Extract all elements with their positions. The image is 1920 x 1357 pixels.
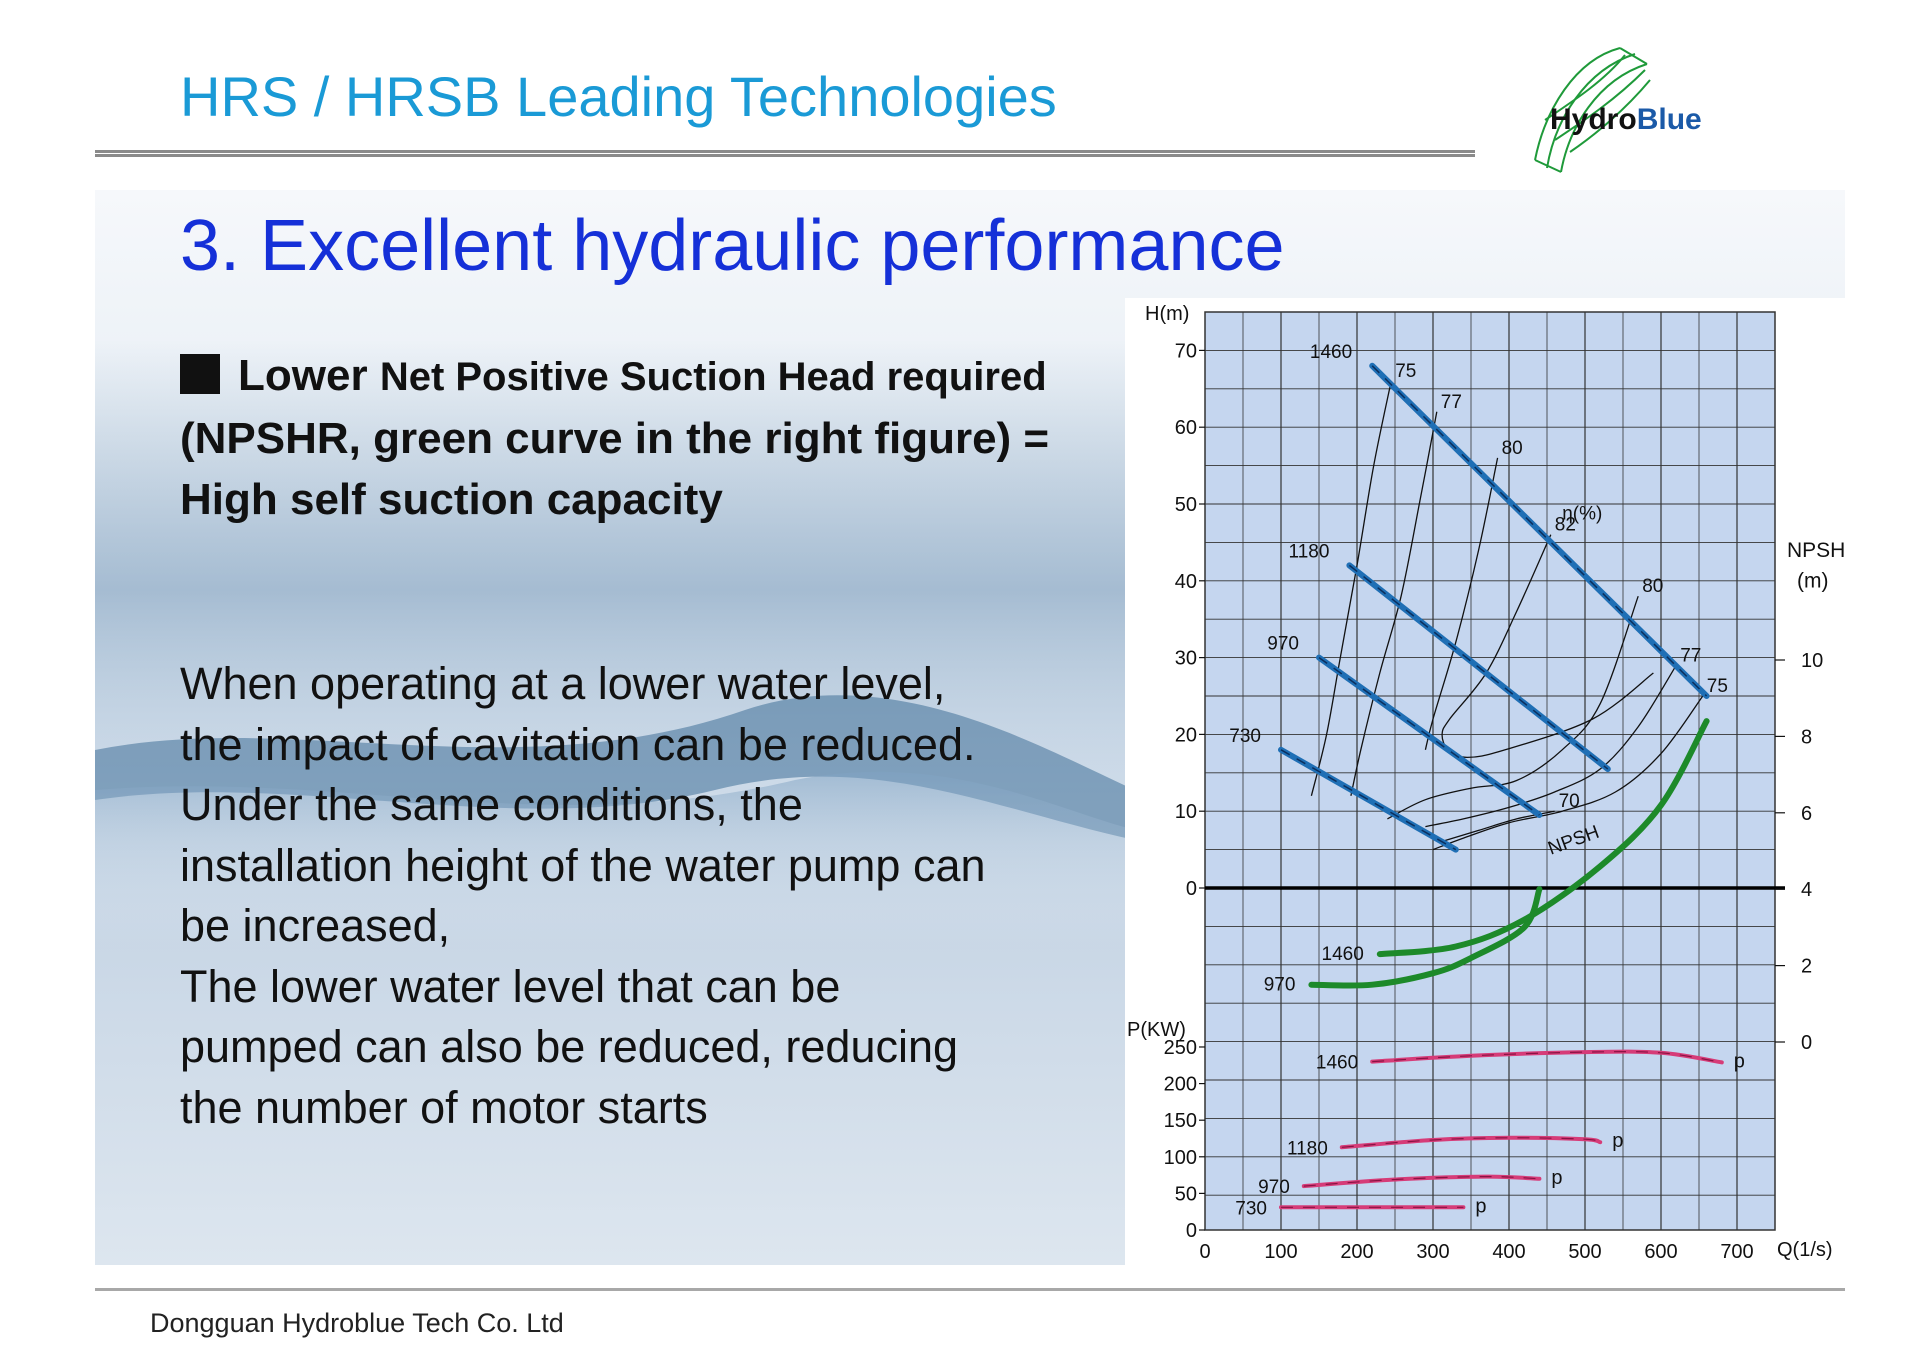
power-curve-label: 1180 — [1287, 1138, 1328, 1159]
footer-rule — [95, 1288, 1845, 1291]
power-curve-dash-970 — [1303, 1175, 1540, 1187]
power-curve-dash-1180 — [1341, 1137, 1601, 1148]
power-curve-label: 970 — [1258, 1177, 1290, 1198]
efficiency-contour-label: 77 — [1680, 645, 1701, 666]
power-tick-label: 0 — [1186, 1220, 1197, 1242]
head-curve-dash-730 — [1280, 749, 1457, 851]
npsh-curve-1460 — [1376, 718, 1710, 958]
efficiency-contour-label: 80 — [1502, 438, 1523, 459]
paragraph-line: installation height of the water pump ca… — [180, 839, 986, 891]
efficiency-contour-80 — [1424, 457, 1499, 750]
x-tick-label: 700 — [1720, 1241, 1753, 1263]
npsh-tick-label: 4 — [1801, 879, 1812, 901]
npsh-axis-label: NPSH — [1787, 539, 1845, 562]
head-curve-label: 1180 — [1289, 541, 1330, 562]
npsh-curve-label: 1460 — [1322, 944, 1364, 965]
paragraph-line: the impact of cavitation can be reduced. — [180, 718, 976, 770]
description-paragraph: When operating at a lower water level, t… — [180, 654, 1100, 1138]
power-curve-p-label: p — [1475, 1195, 1486, 1217]
head-tick-label: 50 — [1175, 494, 1197, 516]
water-wave-decoration — [95, 340, 1135, 950]
power-tick-label: 150 — [1164, 1110, 1197, 1132]
efficiency-contour-75 — [1432, 695, 1704, 851]
power-tick-label: 100 — [1164, 1147, 1197, 1169]
paragraph-line: pumped can also be reduced, reducing — [180, 1021, 959, 1072]
head-tick-label: 70 — [1175, 340, 1197, 362]
x-tick-label: 100 — [1264, 1241, 1297, 1263]
paragraph-line: be increased, — [180, 900, 451, 951]
power-axis-label: P(KW) — [1127, 1019, 1186, 1041]
footer-company: Dongguan Hydroblue Tech Co. Ltd — [150, 1308, 564, 1338]
npsh-tick-label: 6 — [1801, 803, 1812, 825]
x-tick-label: 0 — [1199, 1241, 1210, 1263]
efficiency-contour-80 — [1387, 595, 1639, 820]
power-tick-label: 250 — [1164, 1037, 1197, 1059]
logo-text: HydroBlue — [1550, 103, 1702, 136]
npsh-curve-label: 970 — [1264, 975, 1296, 996]
npsh-tick-label: 8 — [1801, 726, 1812, 748]
head-tick-label: 60 — [1175, 417, 1197, 439]
pump-performance-chart: 0 10 20 30 40 50 60 70 H(m) 0 50 100 150 200 250 P(KW) 0… — [1125, 298, 1845, 1265]
section-title: 3. Excellent hydraulic performance — [180, 206, 1285, 286]
x-axis-label: Q(1/s) — [1777, 1239, 1833, 1261]
efficiency-contour-label: 70 — [1559, 791, 1580, 812]
head-axis-label: H(m) — [1145, 303, 1189, 325]
power-curve-p-label: p — [1551, 1167, 1562, 1189]
head-tick-label: 10 — [1175, 801, 1197, 823]
power-curve-label: 730 — [1235, 1198, 1267, 1219]
efficiency-contour-label: 77 — [1441, 392, 1462, 413]
square-bullet-icon — [180, 354, 220, 394]
header-title: HRS / HRSB Leading Technologies — [180, 65, 1057, 128]
head-curve-label: 1460 — [1310, 342, 1352, 363]
efficiency-contour-label: 75 — [1395, 361, 1416, 382]
efficiency-contour-label: 82 — [1555, 515, 1576, 536]
head-curve-dash-1460 — [1371, 365, 1708, 697]
npsh-tick-label: 0 — [1801, 1032, 1812, 1054]
hydroblue-logo-icon — [1534, 47, 1651, 173]
chart-plot-area — [1204, 311, 1776, 1231]
power-curve-dash-1460 — [1372, 1051, 1722, 1063]
head-tick-label: 30 — [1175, 648, 1197, 670]
head-curve-dash-970 — [1318, 656, 1540, 816]
npsh-axis-unit: (m) — [1797, 569, 1828, 592]
power-curve-p-label: p — [1612, 1130, 1623, 1152]
efficiency-contour-label: 80 — [1642, 576, 1663, 597]
x-tick-label: 300 — [1416, 1241, 1449, 1263]
head-curve-dash-1180 — [1348, 564, 1609, 770]
head-tick-label: 40 — [1175, 571, 1197, 593]
x-tick-label: 400 — [1492, 1241, 1525, 1263]
chart-svg: 010203040506070H(m)050100150200250P(KW)0… — [1127, 303, 1845, 1263]
efficiency-contour-label: 75 — [1707, 676, 1728, 697]
x-tick-label: 200 — [1340, 1241, 1373, 1263]
power-tick-label: 50 — [1175, 1183, 1197, 1205]
head-curve-label: 730 — [1229, 726, 1261, 747]
x-tick-label: 600 — [1644, 1241, 1677, 1263]
paragraph-line: When operating at a lower water level, — [180, 658, 946, 709]
power-tick-label: 200 — [1164, 1074, 1197, 1096]
power-curve-p-label: p — [1734, 1050, 1745, 1072]
npsh-tick-label: 10 — [1801, 650, 1823, 672]
efficiency-contour-77 — [1350, 411, 1438, 796]
x-tick-label: 500 — [1568, 1241, 1601, 1263]
head-tick-label: 0 — [1186, 878, 1197, 900]
paragraph-line: Under the same conditions, the — [180, 779, 803, 830]
efficiency-contour-82 — [1441, 534, 1654, 759]
paragraph-line: the number of motor starts — [180, 1081, 708, 1133]
efficiency-axis-label: η(%) — [1562, 503, 1602, 524]
npsh-tick-label: 2 — [1801, 956, 1812, 978]
head-curve-label: 970 — [1267, 634, 1299, 655]
paragraph-line: The lower water level that can be — [180, 960, 841, 1012]
power-curve-label: 1460 — [1316, 1053, 1358, 1074]
header-rule — [95, 150, 1475, 157]
npsh-curve-970 — [1308, 886, 1543, 989]
efficiency-contour-75 — [1310, 380, 1392, 796]
efficiency-contour-77 — [1425, 664, 1677, 828]
bullet-text: Lower Net Positive Suction Head required… — [180, 351, 1050, 524]
head-tick-label: 20 — [1175, 724, 1197, 746]
